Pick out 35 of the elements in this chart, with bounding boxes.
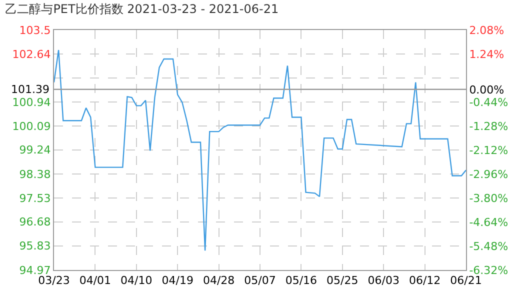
x-tick-label: 06/12 [408, 274, 441, 288]
y-tick-label: 95.83 [19, 240, 51, 253]
x-tick-label: 05/16 [285, 274, 318, 288]
chart-title: 乙二醇与PET比价指数 2021-03-23 - 2021-06-21 [5, 2, 279, 16]
x-tick-label: 05/07 [244, 274, 276, 288]
x-tick-label: 04/19 [162, 274, 194, 288]
y-tick-label: 102.64 [12, 48, 51, 62]
x-tick-label: 04/01 [79, 274, 112, 288]
y2-tick-label: -0.44% [469, 96, 508, 109]
x-tick-label: 05/25 [326, 274, 358, 288]
y-tick-label: 100.09 [12, 120, 51, 133]
y2-tick-label: -1.28% [469, 120, 508, 133]
x-tick-label: 06/03 [368, 274, 400, 288]
y-tick-label: 96.68 [19, 216, 51, 229]
x-tick-label: 03/23 [38, 274, 70, 288]
y-tick-label: 94.97 [19, 264, 51, 277]
y-tick-label: 97.53 [19, 192, 51, 205]
y2-tick-label: -2.12% [469, 144, 508, 157]
y2-tick-label: 2.08% [469, 24, 504, 37]
y2-tick-label: -2.96% [469, 168, 508, 181]
x-tick-label: 04/10 [120, 274, 152, 288]
ref-line-label: 101.39 [11, 83, 50, 96]
y2-tick-label: -4.64% [469, 216, 508, 229]
y2-tick-label: -6.32% [469, 264, 508, 277]
y-tick-label: 103.5 [19, 24, 51, 37]
y2-tick-label: -5.48% [469, 240, 508, 253]
x-tick-label: 06/21 [450, 274, 482, 288]
x-tick-label: 04/28 [202, 274, 235, 288]
y2-tick-label: 0.00% [469, 83, 504, 96]
y-tick-label: 98.38 [19, 168, 51, 181]
line-series [54, 49, 466, 252]
y-tick-label: 99.24 [19, 144, 51, 157]
y-tick-label: 100.94 [12, 96, 51, 109]
y2-tick-label: 1.24% [469, 48, 504, 61]
y2-tick-label: -3.80% [469, 192, 508, 205]
